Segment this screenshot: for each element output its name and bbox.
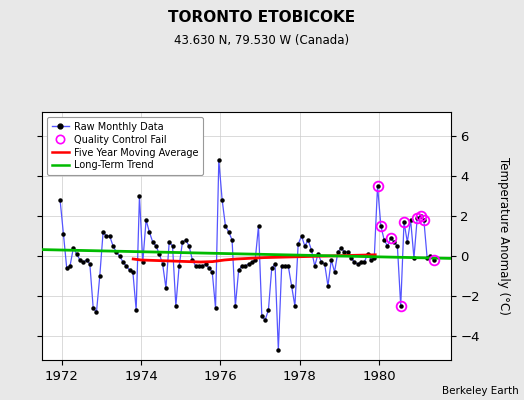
Text: TORONTO ETOBICOKE: TORONTO ETOBICOKE xyxy=(168,10,356,25)
Legend: Raw Monthly Data, Quality Control Fail, Five Year Moving Average, Long-Term Tren: Raw Monthly Data, Quality Control Fail, … xyxy=(47,117,203,175)
Text: 43.630 N, 79.530 W (Canada): 43.630 N, 79.530 W (Canada) xyxy=(174,34,350,47)
Y-axis label: Temperature Anomaly (°C): Temperature Anomaly (°C) xyxy=(497,157,510,315)
Text: Berkeley Earth: Berkeley Earth xyxy=(442,386,519,396)
